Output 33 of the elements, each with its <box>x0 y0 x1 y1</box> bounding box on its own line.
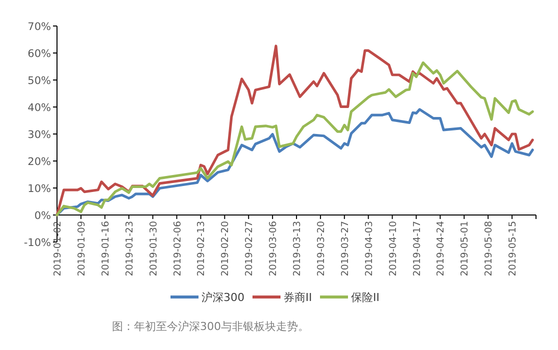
x-tick-label: 2019-02-20 <box>220 221 232 276</box>
x-tick-label: 2019-05-08 <box>484 221 495 276</box>
x-tick-label: 2019-04-10 <box>388 221 399 276</box>
x-tick-label: 2019-03-27 <box>340 221 351 276</box>
y-tick-label: 50% <box>28 75 52 87</box>
x-tick-label: 2019-02-13 <box>196 221 208 276</box>
legend-label: 保险II <box>351 291 380 304</box>
y-tick-label: -10% <box>24 237 52 249</box>
y-tick-label: 40% <box>28 102 52 114</box>
y-tick-label: 10% <box>28 183 52 195</box>
x-tick-label: 2019-01-16 <box>100 221 112 276</box>
x-tick-label: 2019-01-30 <box>148 221 160 276</box>
y-tick-label: 70% <box>28 21 52 33</box>
x-tick-label: 2019-04-17 <box>412 221 423 276</box>
x-tick-label: 2019-03-06 <box>268 221 280 276</box>
x-tick-label: 2019-03-13 <box>292 221 303 276</box>
x-tick-label: 2019-04-03 <box>364 221 375 276</box>
x-tick-label: 2019-01-23 <box>124 221 136 276</box>
y-tick-label: 20% <box>28 156 52 168</box>
x-tick-label: 2019-01-09 <box>76 221 88 276</box>
y-tick-label: 60% <box>28 48 52 60</box>
legend-label: 沪深300 <box>202 291 244 304</box>
x-tick-label: 2019-04-24 <box>436 221 447 276</box>
x-tick-label: 2019-02-27 <box>244 221 256 276</box>
y-tick-label: 30% <box>28 129 52 141</box>
x-tick-label: 2019-03-20 <box>316 221 327 276</box>
x-tick-label: 2019-05-01 <box>460 221 471 276</box>
legend-label: 券商II <box>284 291 312 304</box>
y-tick-label: 0% <box>34 210 52 222</box>
text: 图：年初至今沪深300与非银板块走势。 <box>112 320 309 333</box>
x-tick-label: 2019-01-02 <box>52 221 64 276</box>
x-tick-label: 2019-05-15 <box>508 221 519 276</box>
x-tick-label: 2019-02-06 <box>172 221 184 276</box>
